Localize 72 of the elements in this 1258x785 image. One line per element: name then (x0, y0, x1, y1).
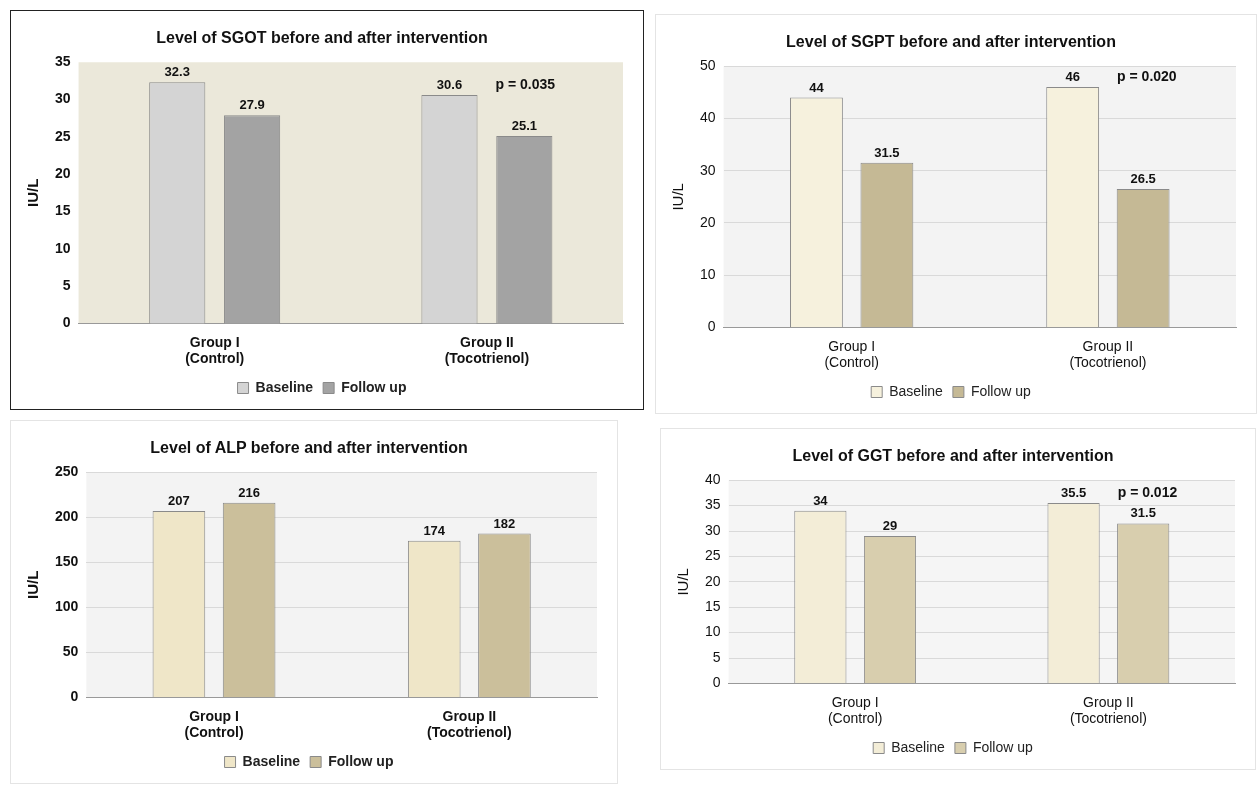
y-tick-label: 10 (699, 266, 716, 283)
data-label: 35.5 (1060, 485, 1087, 501)
y-tick-label: 40 (699, 109, 716, 126)
data-label: 216 (238, 484, 260, 500)
y-tick-label: 0 (707, 318, 716, 335)
y-tick-label: 30 (699, 161, 716, 178)
data-label: 182 (493, 515, 516, 531)
y-tick-label: 15 (704, 598, 721, 615)
y-tick-label: 30 (54, 90, 71, 107)
data-label: 30.6 (436, 77, 463, 93)
y-tick-label: 40 (704, 471, 721, 488)
chart-title: Level of ALP before and after intervention (150, 439, 468, 457)
chart-title: Level of GGT before and after intervention (792, 447, 1114, 465)
legend-label: Baseline (255, 378, 314, 395)
y-tick-label: 20 (704, 572, 721, 589)
y-tick-label: 0 (70, 688, 79, 705)
x-tick-label: Group I (Control) (185, 333, 245, 367)
data-label: 46 (1065, 69, 1080, 85)
y-axis-title: IU/L (24, 178, 42, 207)
legend-label: Follow up (341, 378, 407, 395)
data-label: 174 (423, 522, 446, 538)
y-tick-label: 10 (704, 623, 721, 640)
data-label: 26.5 (1130, 171, 1156, 187)
x-tick-label: Group I (Control) (184, 707, 244, 741)
data-label: 27.9 (239, 97, 265, 113)
data-label: 25.1 (511, 118, 537, 134)
y-tick-label: 30 (704, 521, 721, 538)
y-tick-label: 0 (712, 674, 721, 691)
annotation: p = 0.012 (1117, 483, 1178, 500)
y-tick-label: 200 (55, 508, 79, 525)
annotation: p = 0.035 (495, 75, 556, 92)
y-tick-label: 15 (54, 202, 71, 219)
legend-label: Follow up (970, 382, 1032, 399)
y-tick-label: 100 (55, 598, 79, 615)
y-tick-label: 50 (699, 57, 716, 74)
y-tick-label: 20 (54, 165, 71, 181)
y-tick-label: 35 (54, 53, 71, 70)
annotation: p = 0.020 (1117, 67, 1177, 84)
y-tick-label: 10 (54, 239, 71, 256)
chart-title: Level of SGOT before and after intervention (156, 29, 488, 47)
data-label: 207 (168, 493, 190, 509)
x-tick-label: Group II (Tocotrienol) (444, 333, 530, 367)
legend-label: Follow up (972, 738, 1034, 755)
y-axis-title: IU/L (24, 570, 42, 599)
y-axis-title: IU/L (674, 568, 692, 596)
data-label: 31.5 (874, 144, 900, 160)
y-axis-title: IU/L (669, 183, 687, 211)
x-tick-label: Group II (Tocotrienol) (427, 707, 512, 741)
data-label: 32.3 (164, 64, 190, 80)
y-tick-label: 35 (704, 496, 721, 513)
y-tick-label: 20 (699, 213, 716, 230)
y-tick-label: 150 (55, 553, 79, 570)
x-tick-label: Group II (Tocotrienol) (1069, 337, 1147, 371)
y-tick-label: 5 (712, 648, 721, 665)
data-label: 44 (809, 79, 825, 95)
y-tick-label: 25 (54, 127, 71, 144)
data-label: 34 (813, 492, 829, 508)
y-tick-label: 25 (704, 547, 721, 564)
legend-label: Baseline (889, 382, 944, 399)
y-tick-label: 0 (62, 314, 71, 331)
legend-label: Follow up (328, 752, 394, 769)
x-tick-label: Group I (Control) (827, 693, 883, 727)
y-tick-label: 50 (62, 643, 79, 660)
y-tick-label: 5 (62, 276, 71, 293)
data-label: 29 (882, 518, 898, 534)
legend-label: Baseline (242, 752, 301, 769)
x-tick-label: Group II (Tocotrienol) (1069, 693, 1147, 727)
chart-title: Level of SGPT before and after intervention (786, 33, 1116, 51)
legend-label: Baseline (891, 738, 946, 755)
data-label: 31.5 (1130, 505, 1156, 521)
x-tick-label: Group I (Control) (824, 337, 879, 371)
y-tick-label: 250 (55, 463, 79, 480)
